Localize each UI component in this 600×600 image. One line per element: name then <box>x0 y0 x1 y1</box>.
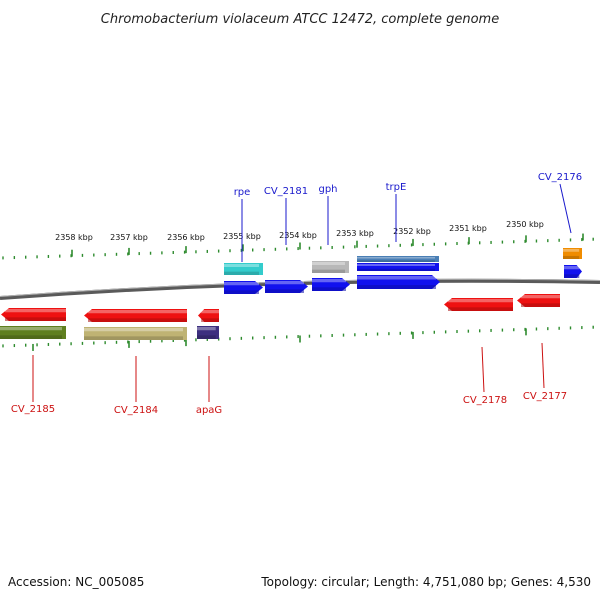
scale-label: 2357 kbp <box>110 233 148 242</box>
map-title: Chromobacterium violaceum ATCC 12472, co… <box>101 12 499 27</box>
accession-text: Accession: NC_005085 <box>8 575 144 589</box>
leader-line <box>481 346 485 393</box>
feature-highlight <box>5 309 66 313</box>
feature-shadow <box>357 260 435 262</box>
feature-rpe[interactable] <box>224 281 263 294</box>
feature-highlight <box>357 264 435 266</box>
feature-CV_2181[interactable] <box>265 280 308 293</box>
feature-CV_2185-rna[interactable] <box>0 326 66 339</box>
feature-highlight <box>357 276 436 280</box>
feature-shadow <box>521 303 560 307</box>
feature-shadow <box>265 289 304 293</box>
gene-label-CV_2178[interactable]: CV_2178 <box>463 395 507 406</box>
feature-CV_2177[interactable] <box>517 294 560 307</box>
gene-label-trpE[interactable]: trpE <box>386 182 407 193</box>
feature-CV_2178[interactable] <box>444 298 513 311</box>
feature-trpE-rna-2[interactable] <box>357 263 439 271</box>
gene-label-CV_2184[interactable]: CV_2184 <box>114 405 158 416</box>
feature-shadow <box>88 318 187 322</box>
feature-shadow <box>0 335 62 339</box>
feature-CV_2185[interactable] <box>1 308 66 321</box>
gene-label-CV_2177[interactable]: CV_2177 <box>523 391 567 402</box>
feature-highlight <box>197 327 216 331</box>
gene-label-CV_2185[interactable]: CV_2185 <box>11 404 55 415</box>
feature-highlight <box>84 328 183 332</box>
feature-highlight <box>357 257 435 259</box>
feature-highlight <box>0 327 62 331</box>
scale-label: 2353 kbp <box>336 229 374 238</box>
scale-labels: 2358 kbp 2357 kbp 2356 kbp 2355 kbp 2354 kbp… <box>55 220 544 242</box>
upper-scale <box>2 233 594 260</box>
feature-highlight <box>564 266 580 270</box>
feature-shadow <box>564 274 580 278</box>
gene-label-rpe[interactable]: rpe <box>234 187 251 198</box>
genome-summary-text: Topology: circular; Length: 4,751,080 bp… <box>260 575 591 589</box>
feature-highlight <box>448 299 513 303</box>
feature-shadow <box>312 287 346 291</box>
feature-highlight <box>265 281 304 285</box>
scale-label: 2350 kbp <box>506 220 544 229</box>
scale-label: 2354 kbp <box>279 231 317 240</box>
feature-shadow <box>357 268 435 271</box>
feature-trpE-rna-1[interactable] <box>357 256 439 262</box>
feature-highlight <box>201 310 219 314</box>
feature-CV_2176-rna[interactable] <box>563 248 582 259</box>
feature-shadow <box>84 336 183 340</box>
feature-highlight <box>224 282 259 286</box>
scale-label: 2356 kbp <box>167 233 205 242</box>
leader-line <box>541 342 545 389</box>
feature-track <box>0 248 582 340</box>
gene-label-apaG[interactable]: apaG <box>196 405 222 416</box>
label-leaders <box>32 183 572 402</box>
feature-shadow <box>312 269 345 273</box>
lower-scale <box>2 325 594 351</box>
feature-shadow <box>357 285 436 289</box>
feature-shadow <box>201 318 219 322</box>
feature-shadow <box>563 255 580 259</box>
feature-shadow <box>197 335 216 339</box>
feature-highlight <box>88 310 187 314</box>
feature-apaG[interactable] <box>198 309 219 322</box>
scale-label: 2358 kbp <box>55 233 93 242</box>
feature-gph[interactable] <box>312 278 350 291</box>
feature-rpe-rna[interactable] <box>224 263 263 275</box>
feature-apaG-rna[interactable] <box>197 326 219 339</box>
feature-CV_2184-rna[interactable] <box>84 327 187 340</box>
feature-highlight <box>312 279 346 283</box>
scale-label: 2352 kbp <box>393 227 431 236</box>
feature-CV_2176[interactable] <box>564 265 582 278</box>
gene-labels: rpe CV_2181 gph trpE CV_2176 CV_2185 CV_2184 ap… <box>11 172 582 416</box>
scale-label: 2351 kbp <box>449 224 487 233</box>
feature-highlight <box>312 262 345 265</box>
feature-highlight <box>521 295 560 299</box>
feature-shadow <box>224 290 259 294</box>
feature-gph-rna[interactable] <box>312 261 349 273</box>
gene-label-gph[interactable]: gph <box>318 184 337 195</box>
feature-shadow <box>5 317 66 321</box>
feature-CV_2184[interactable] <box>84 309 187 322</box>
feature-trpE[interactable] <box>357 275 440 289</box>
gene-label-CV_2176[interactable]: CV_2176 <box>538 172 582 183</box>
feature-shadow <box>448 307 513 311</box>
feature-highlight <box>563 249 580 252</box>
gene-label-CV_2181[interactable]: CV_2181 <box>264 186 308 197</box>
feature-shadow <box>224 271 259 275</box>
leader-line <box>559 183 572 234</box>
feature-highlight <box>224 264 259 267</box>
